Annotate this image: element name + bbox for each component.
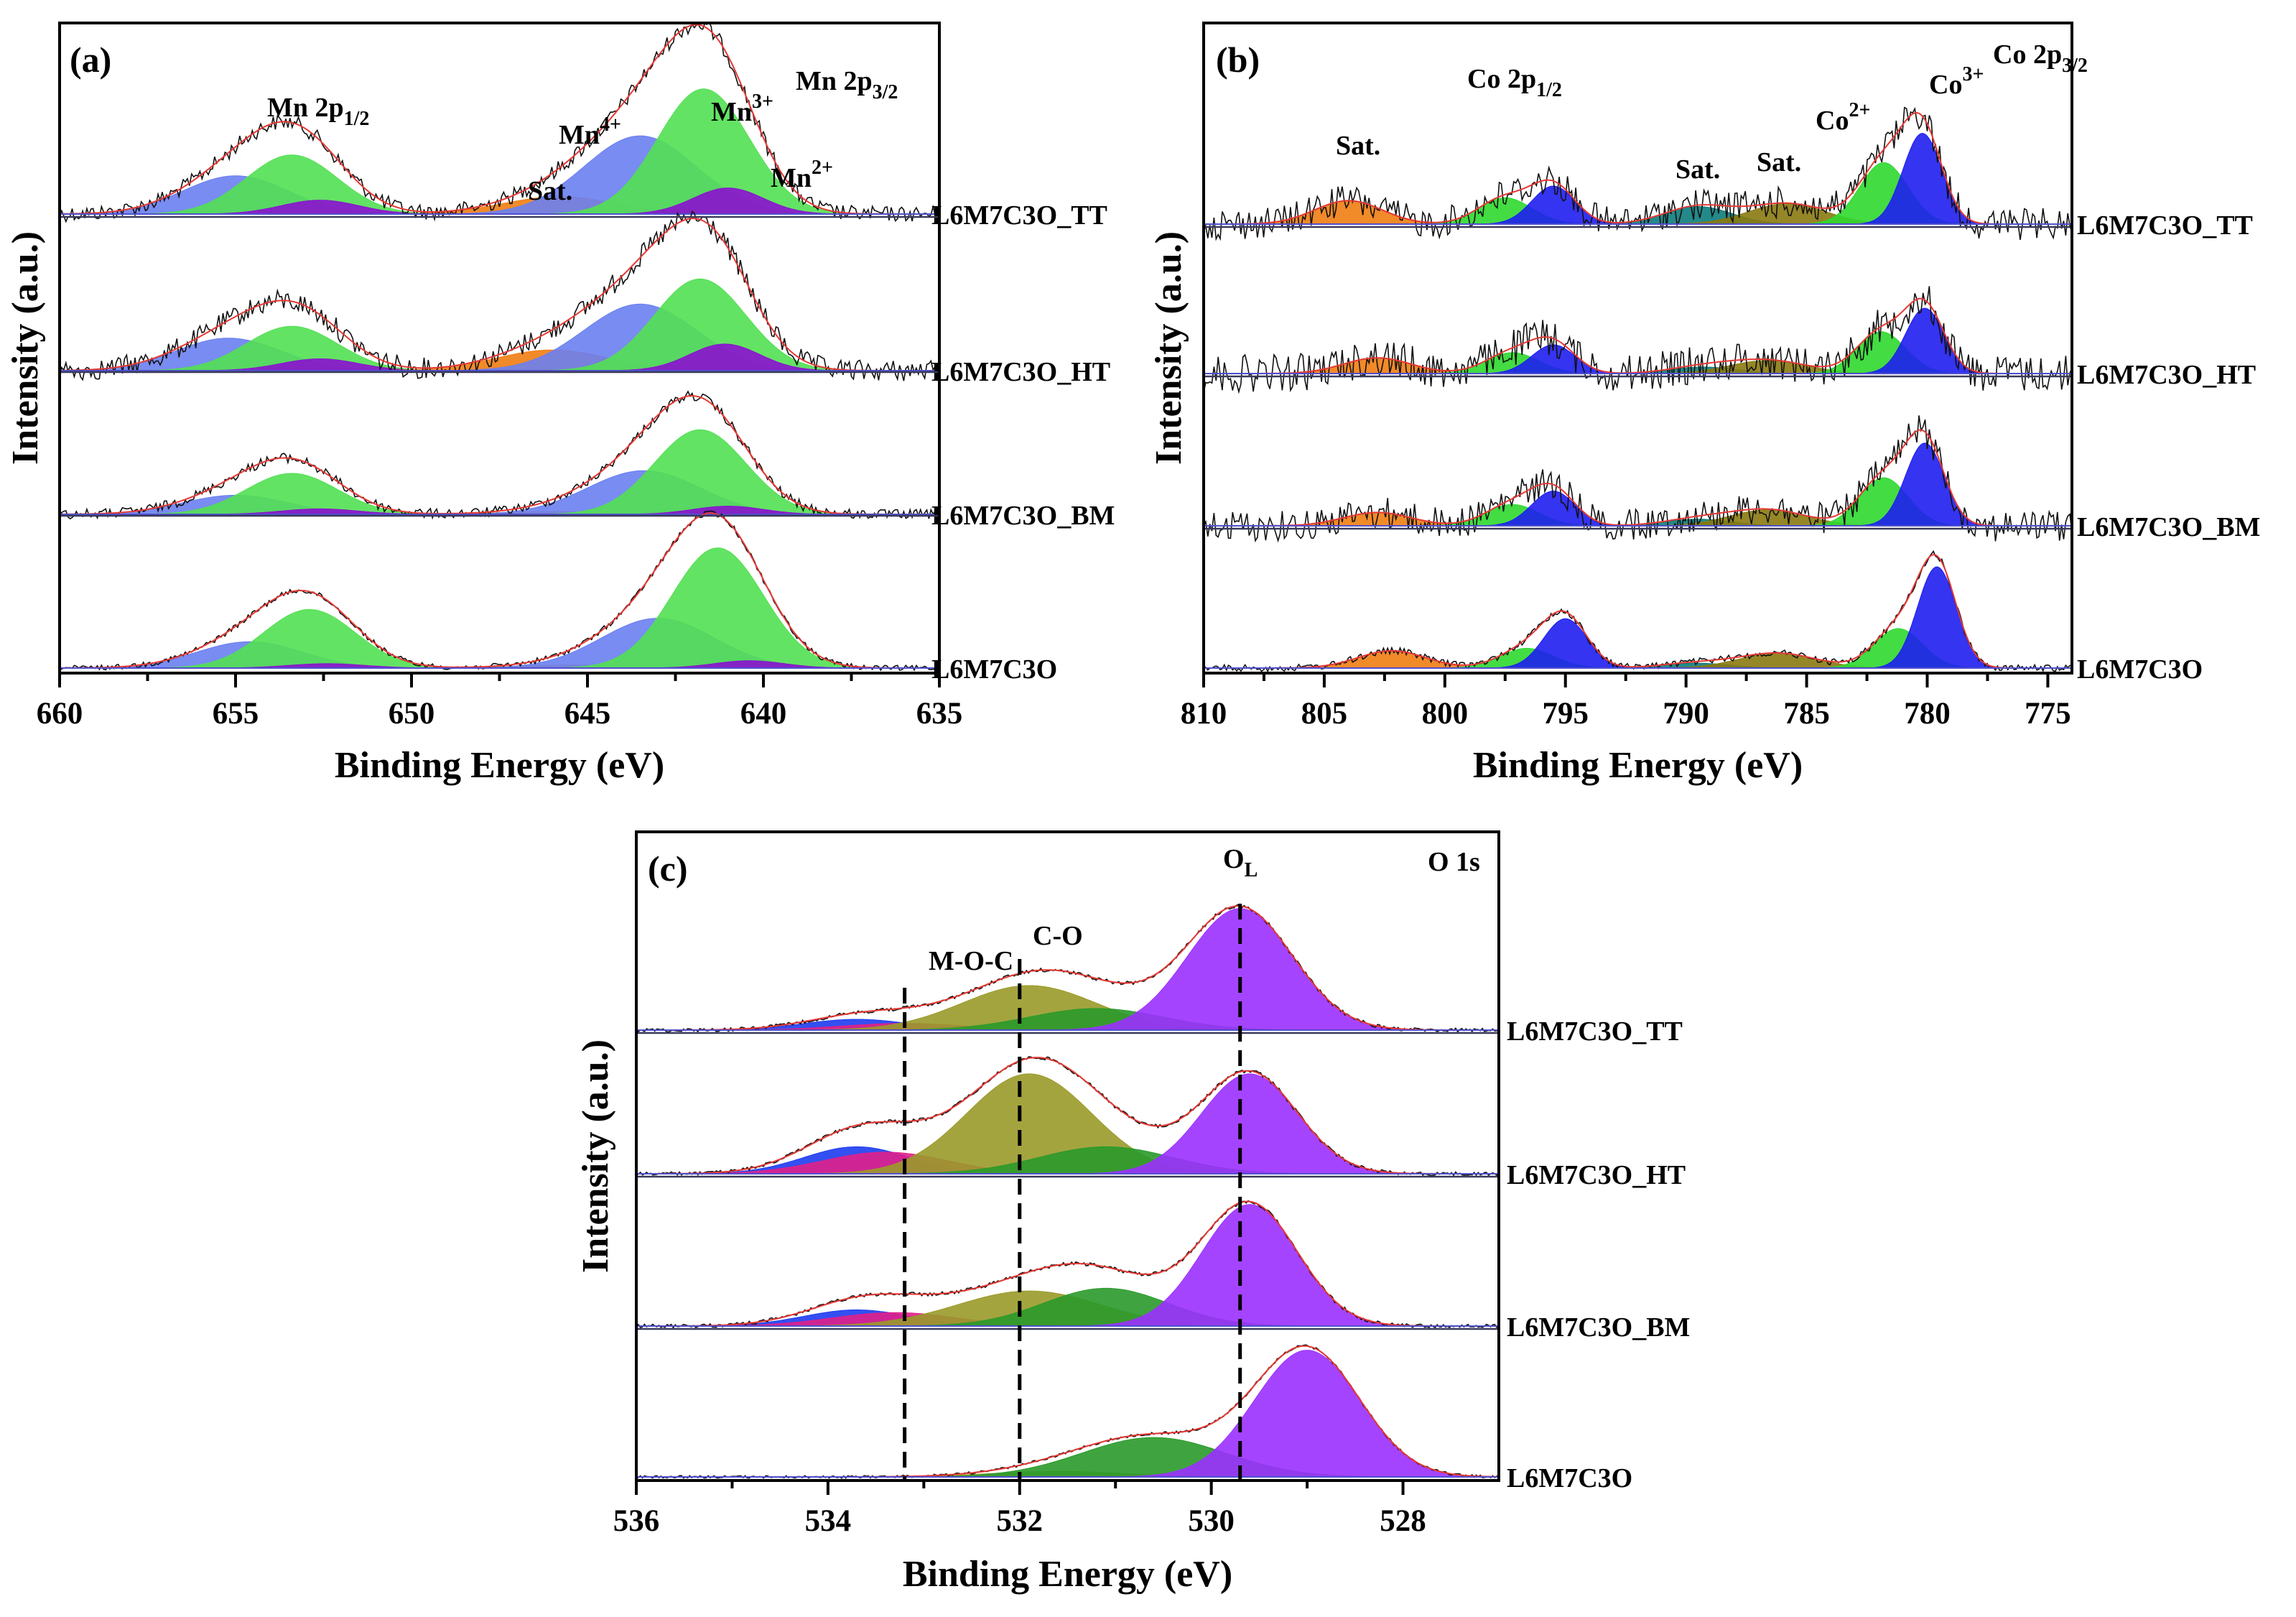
peak-annotation: Sat. — [1336, 131, 1380, 161]
sample-label: L6M7C3O — [2077, 654, 2203, 685]
x-tick-label: 660 — [37, 697, 83, 731]
sample-label: L6M7C3O_BM — [1507, 1312, 1690, 1343]
raw-data-line — [1203, 415, 2073, 543]
panel-label: (b) — [1216, 40, 1260, 80]
spectrum-l6m7c3o-bm — [59, 390, 940, 520]
panel-label: (c) — [648, 848, 688, 889]
fit-envelope-line — [60, 394, 939, 515]
peak-annotation: Mn2+ — [771, 157, 833, 193]
peak-annotation: O 1s — [1428, 847, 1480, 877]
x-tick-label: 536 — [613, 1504, 660, 1538]
peak-annotation: Co 2p3/2 — [1993, 40, 2088, 77]
sample-label: L6M7C3O_TT — [931, 200, 1107, 231]
peak-annotation: Mn3+ — [711, 91, 773, 127]
x-tick-label: 650 — [389, 697, 435, 731]
sample-label: L6M7C3O_TT — [1507, 1016, 1683, 1047]
panel-b-co-2p: L6M7C3O_TT L6M7C3O_HT L6M7C3O_BM L6M7C3O 810… — [1148, 22, 2260, 786]
peak-annotation: OL — [1223, 844, 1258, 881]
x-tick-label: 645 — [564, 697, 611, 731]
x-tick-label: 795 — [1543, 697, 1589, 731]
sample-label: L6M7C3O_TT — [2077, 210, 2253, 241]
x-tick-label: 640 — [740, 697, 787, 731]
peak-annotation: Mn4+ — [559, 113, 621, 150]
sample-label: L6M7C3O_BM — [931, 501, 1115, 531]
panel-a-mn-2p: L6M7C3O_TT L6M7C3O_HT L6M7C3O_BM L6M7C3O 660… — [5, 22, 1115, 786]
fit-envelope-line — [60, 24, 939, 215]
x-axis-label: Binding Energy (eV) — [335, 745, 664, 786]
y-axis-label: Intensity (a.u.) — [1148, 231, 1189, 465]
panel-c-o-1s: L6M7C3O_TT L6M7C3O_HT L6M7C3O_BM L6M7C3O 536… — [575, 830, 1690, 1595]
peak-annotation: Sat. — [1675, 154, 1720, 185]
sample-label: L6M7C3O_BM — [2077, 512, 2260, 542]
sample-label: L6M7C3O_HT — [2077, 360, 2256, 390]
plot-frame — [635, 830, 1500, 1482]
peak-annotation: Co3+ — [1929, 63, 1984, 100]
sample-label: L6M7C3O_HT — [931, 357, 1110, 387]
peak-annotation: Mn 2p1/2 — [267, 93, 369, 130]
peak-annotation: Sat. — [528, 176, 572, 206]
x-tick-label: 780 — [1904, 697, 1951, 731]
y-axis-label: Intensity (a.u.) — [5, 231, 46, 465]
plot-frame — [1202, 22, 2073, 675]
spectrum-l6m7c3o — [636, 1344, 1500, 1479]
fit-envelope-line — [636, 905, 1499, 1031]
fit-envelope-line — [1204, 297, 2072, 374]
fit-envelope-line — [1204, 554, 2072, 669]
peak-annotation: Mn 2p3/2 — [796, 66, 898, 103]
fit-envelope-line — [60, 218, 939, 371]
peak-annotation: C-O — [1033, 921, 1083, 951]
peak-annotation: Co2+ — [1816, 99, 1870, 136]
x-tick-label: 805 — [1301, 697, 1348, 731]
fit-envelope-line — [1204, 111, 2072, 225]
peak-annotation: M-O-C — [929, 946, 1013, 976]
peak-annotation: Co 2p1/2 — [1467, 64, 1562, 101]
x-tick-label: 655 — [213, 697, 259, 731]
spectrum-l6m7c3o-ht — [636, 1056, 1500, 1177]
spectrum-l6m7c3o-ht — [59, 210, 940, 382]
x-tick-label: 635 — [916, 697, 963, 731]
x-tick-label: 810 — [1181, 697, 1227, 731]
x-tick-label: 790 — [1663, 697, 1709, 731]
raw-data-line — [59, 390, 940, 520]
raw-data-line — [1203, 550, 2072, 673]
fit-envelope-line — [60, 512, 939, 669]
spectrum-l6m7c3o-tt — [1203, 106, 2073, 241]
raw-data-line — [59, 510, 940, 672]
fit-envelope-line — [636, 1057, 1499, 1174]
y-axis-label: Intensity (a.u.) — [575, 1039, 616, 1273]
x-tick-label: 534 — [805, 1504, 852, 1538]
x-tick-label: 528 — [1380, 1504, 1426, 1538]
spectrum-l6m7c3o-tt — [59, 22, 940, 223]
spectrum-l6m7c3o-bm — [636, 1200, 1500, 1329]
fit-envelope-line — [1204, 429, 2072, 527]
panel-label: (a) — [70, 40, 111, 80]
peak-annotation: Sat. — [1757, 147, 1801, 177]
x-axis-label: Binding Energy (eV) — [903, 1554, 1232, 1595]
spectrum-l6m7c3o — [59, 510, 940, 672]
x-tick-label: 800 — [1422, 697, 1469, 731]
sample-label: L6M7C3O — [1507, 1463, 1632, 1493]
spectrum-l6m7c3o — [1203, 550, 2072, 673]
spectrum-l6m7c3o-ht — [1203, 286, 2073, 394]
spectrum-l6m7c3o-bm — [1203, 415, 2073, 543]
peak-co3--6 — [1204, 566, 2072, 669]
x-tick-label: 532 — [997, 1504, 1044, 1538]
sample-label: L6M7C3O_HT — [1507, 1160, 1686, 1190]
x-axis-label: Binding Energy (eV) — [1473, 745, 1803, 786]
spectrum-l6m7c3o-tt — [636, 904, 1500, 1033]
fit-envelope-line — [636, 1200, 1499, 1327]
x-tick-label: 530 — [1188, 1504, 1235, 1538]
sample-label: L6M7C3O — [931, 654, 1057, 685]
x-tick-label: 775 — [2025, 697, 2071, 731]
x-tick-label: 785 — [1783, 697, 1830, 731]
raw-data-line — [59, 210, 940, 382]
